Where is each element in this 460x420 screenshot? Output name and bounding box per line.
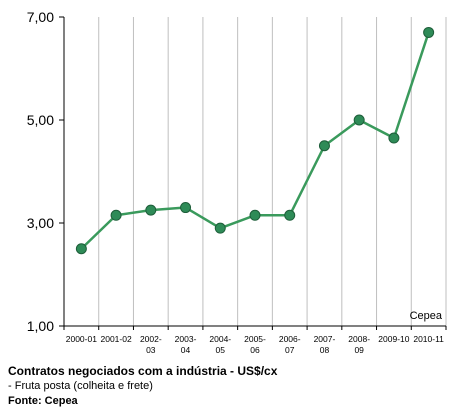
x-tick-label: 06 bbox=[250, 345, 260, 355]
x-tick-label: 04 bbox=[181, 345, 191, 355]
data-point bbox=[284, 209, 296, 221]
data-point bbox=[145, 204, 157, 216]
x-tick-label: 08 bbox=[320, 345, 330, 355]
data-point bbox=[318, 140, 330, 152]
y-tick-label: 3,00 bbox=[27, 215, 54, 231]
data-point bbox=[249, 209, 261, 221]
y-tick-label: 1,00 bbox=[27, 318, 54, 334]
data-point bbox=[75, 243, 87, 255]
data-point bbox=[214, 222, 226, 234]
x-tick-label: 2001-02 bbox=[100, 334, 131, 344]
x-tick-label: 05 bbox=[216, 345, 226, 355]
chart-svg: 1,00 3,00 5,00 7,00 2000-01 2001-02 2002-03 200… bbox=[27, 9, 447, 355]
data-point bbox=[180, 202, 192, 214]
line-chart: 1,00 3,00 5,00 7,00 2000-01 2001-02 2002- 03 200… bbox=[27, 9, 447, 355]
x-tick-label: 2009-10 bbox=[378, 334, 409, 344]
x-tick-label: 2000-01 bbox=[66, 334, 97, 344]
data-point bbox=[388, 132, 400, 144]
x-tick-label: 09 bbox=[354, 345, 364, 355]
x-tick-label: 2008- bbox=[348, 334, 370, 344]
chart-title: Contratos negociados com a indústria - U… bbox=[8, 364, 278, 378]
data-point bbox=[110, 209, 122, 221]
chart-annotation: Cepea bbox=[410, 310, 443, 322]
y-tick-label: 7,00 bbox=[27, 9, 54, 25]
x-tick-label: 2005- bbox=[244, 334, 266, 344]
x-tick-label: 2007- bbox=[314, 334, 336, 344]
x-tick-label: 2002- bbox=[140, 334, 162, 344]
chart-caption: Contratos negociados com a indústria - U… bbox=[8, 364, 448, 409]
x-tick-label: 03 bbox=[146, 345, 156, 355]
data-point bbox=[423, 26, 435, 38]
x-tick-label: 2004- bbox=[209, 334, 231, 344]
x-tick-label: 07 bbox=[285, 345, 295, 355]
x-tick-label: 2003- bbox=[175, 334, 197, 344]
x-tick-label: 2006- bbox=[279, 334, 301, 344]
chart-subtitle: - Fruta posta (colheita e frete) bbox=[8, 380, 153, 392]
x-tick-label: 2010-11 bbox=[413, 334, 444, 344]
data-point bbox=[353, 114, 365, 126]
y-tick-label: 5,00 bbox=[27, 112, 54, 128]
chart-source: Fonte: Cepea bbox=[8, 395, 78, 407]
